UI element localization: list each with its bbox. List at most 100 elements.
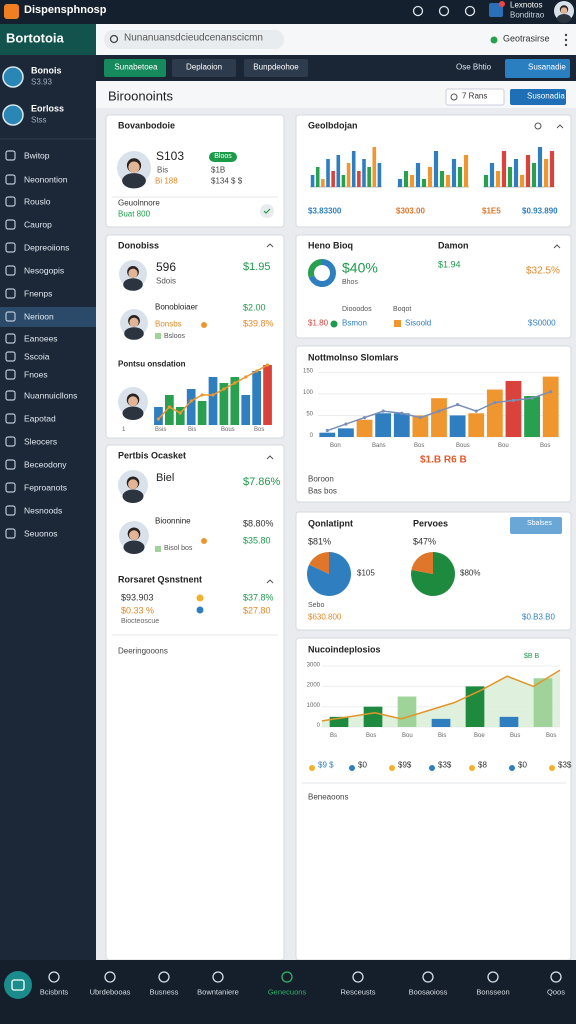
nav-item[interactable]: Genecuons [268,988,307,997]
brand-bar [0,24,96,55]
bar [543,159,549,187]
highlight: $1.B R6 B [420,454,467,465]
icon [5,311,16,322]
sidebar-item[interactable]: Fnenps [24,288,52,298]
menu-dot [564,33,568,37]
search-input[interactable] [104,30,284,49]
nav-item[interactable]: Bowntaniere [197,988,239,997]
compare-button[interactable] [510,517,562,534]
nav-item[interactable]: Resceusts [340,988,375,997]
pie-value: $80% [460,569,480,578]
toolbar-icon[interactable] [464,5,476,17]
legend-label: Sisoold [405,319,431,328]
sidebar-item[interactable]: Eapotad [24,413,56,423]
notification-icon[interactable] [489,3,503,17]
sidebar-item[interactable]: Beceodony [24,459,67,469]
sidebar-item[interactable]: Sscoia [24,351,50,361]
pie-segment [308,259,336,287]
nav-item[interactable]: Busness [150,988,179,997]
nav-item[interactable]: Boosaoioss [409,988,448,997]
icon [5,482,16,493]
pie-value: $105 [357,569,375,578]
tab-label: Deplaoion [186,63,222,72]
icon [5,333,16,344]
brand: Bortotoia [6,31,65,46]
nav-item[interactable]: Ubrdebooas [90,988,131,997]
card-title: Damon [438,240,469,250]
axis-label: Bis [188,427,196,433]
toolbar-icon[interactable] [412,5,424,17]
sidebar-item[interactable]: Sleocers [24,436,57,446]
sidebar-item[interactable]: Depreoiions [24,242,69,252]
footer-label: Beneaoons [308,793,348,802]
donor-value: $1.95 [243,261,271,273]
sidebar-item[interactable]: Nerioon [24,311,54,321]
bar [457,167,463,187]
line-point [189,399,193,403]
sidebar-item[interactable]: Caurop [24,219,52,229]
dot [196,606,204,614]
sidebar-item[interactable]: Feproanots [24,482,67,492]
line-point [493,400,497,405]
x-tick-label: Bon [330,443,341,449]
pie-segment [308,259,322,278]
icon [5,369,16,380]
tab-button[interactable] [505,59,570,78]
donor-sub: Sdois [156,277,176,286]
legend-dot [330,320,338,328]
export-label: Susonadia [527,92,565,101]
bar [397,696,417,727]
bar [263,365,272,425]
donor-sub: Bonsbs [155,320,182,329]
sidebar-item[interactable]: Neonontion [24,174,68,184]
bar [326,159,330,187]
bar [403,171,409,187]
profile-name: Eorloss [31,103,64,113]
footer-value: $1E5 [482,207,501,216]
section-title: Rorsaret Qsnstnent [118,574,202,584]
dot [201,538,207,544]
filter-label: 7 Rans [462,92,487,101]
sidebar-item[interactable]: Bwitop [24,150,50,160]
legend-swatch [155,333,161,339]
donor-name: Bonobloiaer [155,303,198,312]
bar [495,171,501,187]
bar [315,167,320,187]
sidebar-item[interactable]: Nuannuicllons [24,390,77,400]
sidebar-item[interactable]: Eanoees [24,333,58,343]
check-button[interactable] [260,204,274,218]
sidebar-item[interactable]: Rouslo [24,196,51,206]
stat-icon [469,765,475,771]
footer-value: Buat 800 [118,210,151,219]
nav-item[interactable]: Bonsseon [476,988,509,997]
tab-bar [96,55,576,81]
stat: $3$ [558,761,572,770]
tab[interactable] [172,59,236,77]
filter[interactable] [445,88,505,106]
nav-item[interactable]: Qoos [547,988,565,997]
legend-value: $1.80 [308,319,329,328]
menu-dot [564,43,568,47]
axis-label: 1 [122,427,126,433]
note: Diooodos [342,306,372,313]
tab[interactable] [104,59,166,77]
x-tick-label: Bans [372,443,386,449]
icon [5,351,16,362]
bottom-nav [0,960,576,1024]
chart-title: Pontsu onsdation [118,360,186,369]
home-button[interactable] [4,971,32,999]
sidebar-item[interactable]: Nesnoods [24,505,62,515]
sidebar-item[interactable]: Nesogopis [24,265,64,275]
nav-item[interactable]: Bcisbnts [40,988,69,997]
toolbar-icon[interactable] [438,5,450,17]
avatar-face [128,268,138,278]
sidebar-item[interactable]: Seuonos [24,528,58,538]
sidebar-item[interactable]: Fnoes [24,369,48,379]
card [105,234,285,439]
export-button[interactable] [510,89,566,105]
bar [465,686,485,727]
bar [463,155,469,187]
line-point [474,409,478,413]
tab[interactable] [244,59,308,77]
line-point [167,405,171,409]
